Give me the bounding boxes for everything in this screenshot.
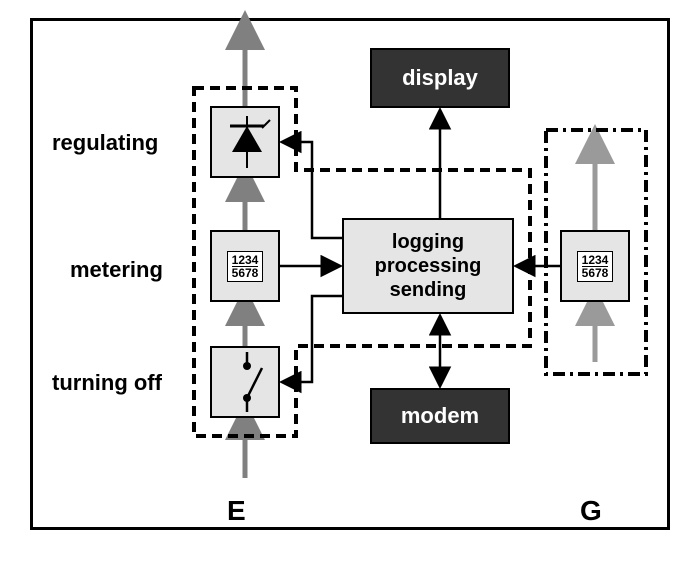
- meter-e-display: 1234 5678: [227, 251, 264, 282]
- label-e: E: [227, 495, 246, 527]
- switch-block: [210, 346, 280, 418]
- meter-e-block: 1234 5678: [210, 230, 280, 302]
- display-block: display: [370, 48, 510, 108]
- meter-g-bot: 5678: [582, 266, 609, 279]
- label-turning-off: turning off: [52, 370, 162, 396]
- label-metering: metering: [70, 257, 163, 283]
- diode-icon: [212, 106, 278, 178]
- display-label: display: [402, 65, 478, 91]
- modem-block: modem: [370, 388, 510, 444]
- processor-line1: logging: [392, 230, 464, 254]
- meter-g-display: 1234 5678: [577, 251, 614, 282]
- meter-e-bot: 5678: [232, 266, 259, 279]
- switch-icon: [212, 346, 278, 418]
- meter-g-top: 1234: [582, 254, 609, 266]
- processor-line2: processing: [375, 254, 482, 278]
- meter-e-top: 1234: [232, 254, 259, 266]
- label-g: G: [580, 495, 602, 527]
- meter-g-block: 1234 5678: [560, 230, 630, 302]
- modem-label: modem: [401, 403, 479, 429]
- processor-block: logging processing sending: [342, 218, 514, 314]
- processor-line3: sending: [390, 278, 467, 302]
- regulator-block: [210, 106, 280, 178]
- label-regulating: regulating: [52, 130, 158, 156]
